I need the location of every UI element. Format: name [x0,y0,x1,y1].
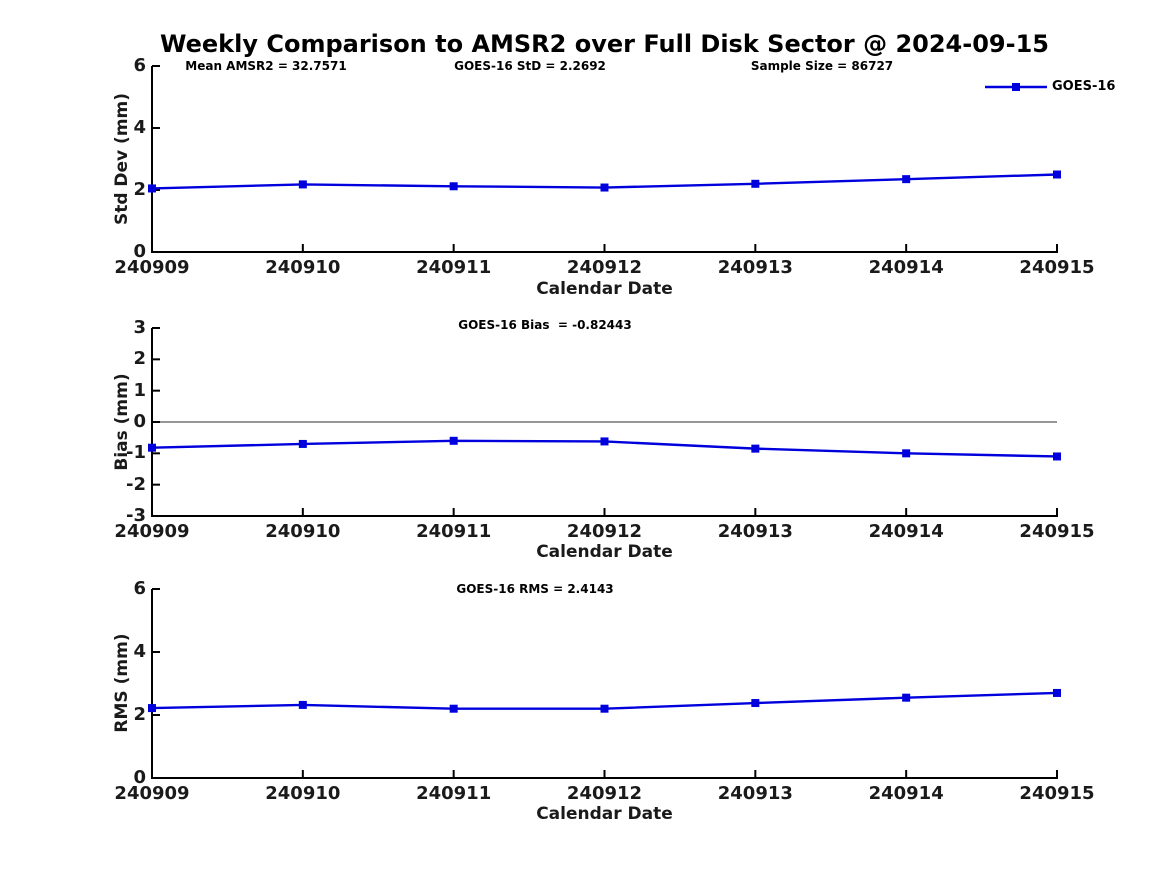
x-tick-label: 240914 [868,783,944,804]
y-tick-label: 4 [133,641,146,662]
data-point-marker [148,704,156,713]
x-tick-label: 240913 [717,257,793,278]
x-tick-label: 240913 [717,521,793,542]
data-point-marker [1053,452,1061,461]
x-tick-label: 240911 [416,521,492,542]
y-tick-label: 0 [133,767,146,788]
annotation-goes16-std: GOES-16 StD = 2.2692 [454,59,606,73]
yaxis-label-stddev: Std Dev (mm) [112,92,132,226]
figure-title: Weekly Comparison to AMSR2 over Full Dis… [160,30,1049,58]
data-point-marker [148,443,156,452]
annotation-goes16-bias: GOES-16 Bias = -0.82443 [458,318,632,332]
y-tick-label: 2 [133,179,146,200]
x-tick-label: 240910 [265,783,341,804]
data-point-marker [600,704,609,713]
data-point-marker [298,439,307,448]
x-tick-label: 240909 [114,783,190,804]
x-tick-label: 240910 [265,257,341,278]
xaxis-label-panel3: Calendar Date [536,804,673,824]
y-tick-label: 3 [133,317,146,338]
annotation-goes16-rms: GOES-16 RMS = 2.4143 [456,582,614,596]
y-tick-label: 1 [133,379,146,401]
x-tick-label: 240912 [566,521,643,542]
x-tick-label: 240912 [566,257,643,278]
yaxis-label-rms: RMS (mm) [112,633,132,733]
data-point-marker [148,184,156,193]
data-point-marker [751,179,760,188]
data-point-marker [902,693,911,702]
y-tick-label: 6 [133,578,146,599]
x-tick-label: 240915 [1019,783,1095,804]
panel1 [148,65,1061,253]
data-point-marker [751,699,760,708]
x-tick-label: 240909 [114,521,190,542]
data-point-marker [600,437,609,446]
data-point-marker [449,182,458,191]
panel3 [148,588,1061,779]
y-tick-label: 0 [133,411,146,432]
x-tick-label: 240913 [717,783,793,804]
y-tick-label: -2 [126,473,146,495]
x-tick-label: 240910 [265,521,341,542]
legend-square-marker-icon [1012,83,1020,91]
y-tick-label: 2 [133,704,146,725]
x-tick-label: 240914 [868,257,944,278]
data-point-marker [600,183,609,192]
data-point-marker [298,700,307,709]
y-tick-label: -1 [126,442,146,464]
panel2 [148,327,1061,517]
x-tick-label: 240915 [1019,257,1095,278]
y-tick-label: 2 [133,348,146,370]
y-tick-label: 6 [133,55,146,76]
legend-label: GOES-16 [1052,79,1116,94]
data-point-marker [902,175,911,184]
annotation-mean-amsr2: Mean AMSR2 = 32.7571 [185,59,347,73]
legend-line-sample [985,83,1047,91]
data-point-marker [1053,170,1061,179]
x-tick-label: 240909 [114,257,190,278]
x-tick-label: 240915 [1019,521,1095,542]
x-tick-label: 240911 [416,257,492,278]
x-tick-label: 240912 [566,783,643,804]
x-tick-label: 240911 [416,783,492,804]
xaxis-label-panel2: Calendar Date [536,542,673,562]
data-point-marker [449,436,458,445]
x-tick-label: 240914 [868,521,944,542]
xaxis-label-panel1: Calendar Date [536,279,673,299]
y-tick-label: 0 [133,241,146,262]
y-tick-label: 4 [133,117,146,138]
annotation-sample-size: Sample Size = 86727 [750,59,894,73]
data-point-marker [751,444,760,453]
y-tick-label: -3 [126,505,146,526]
data-point-marker [1053,688,1061,697]
data-point-marker [298,180,307,189]
data-point-marker [902,449,911,458]
data-point-marker [449,704,458,713]
